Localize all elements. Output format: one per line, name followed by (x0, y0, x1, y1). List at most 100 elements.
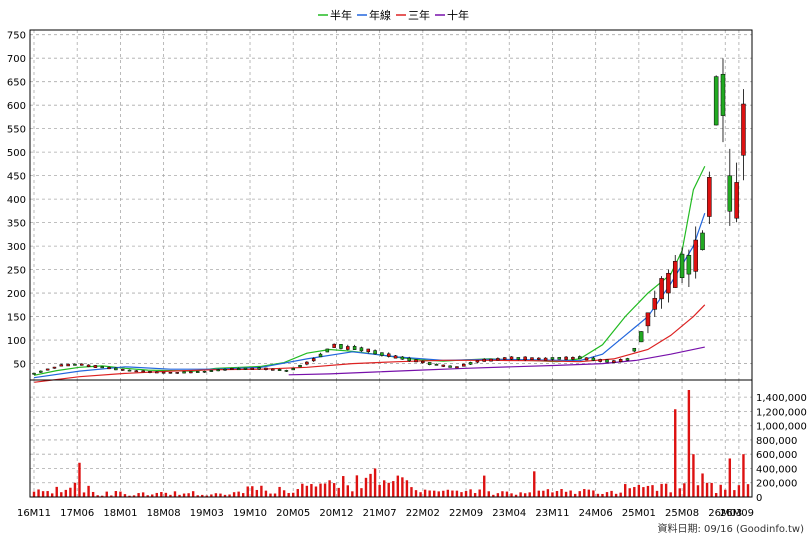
x-tick-label: 20M05 (276, 508, 310, 519)
volume-bar (483, 475, 486, 497)
volume-bar (228, 494, 231, 497)
x-tick-label: 18M08 (147, 508, 181, 519)
volume-bar (401, 477, 404, 497)
volume-bar (255, 489, 259, 497)
volume-bar (592, 490, 595, 497)
volume-bar (292, 492, 295, 497)
volume-bar (646, 485, 650, 497)
candle-body (107, 367, 111, 370)
candle-body (686, 255, 692, 275)
volume-bar (733, 490, 736, 497)
legend-label: 十年 (447, 8, 469, 22)
candle-body (277, 369, 282, 371)
volume-bar (382, 480, 386, 497)
candle-body (509, 356, 514, 360)
volume-bar (478, 489, 481, 497)
volume-bar (460, 492, 463, 497)
volume-bar (523, 493, 527, 497)
x-tick-label: 25M01 (622, 508, 656, 519)
volume-bar (624, 484, 627, 497)
price-tick-label: 400 (7, 195, 26, 206)
volume-bar (32, 491, 36, 497)
volume-bar (410, 487, 413, 497)
candle-body (66, 363, 70, 367)
volume-bar (651, 485, 654, 497)
volume-bar (378, 484, 381, 497)
volume-bar (37, 489, 40, 497)
candle-body (73, 363, 77, 366)
candle-body (468, 362, 473, 365)
volume-bar (728, 458, 732, 497)
volume-bar (264, 490, 268, 497)
candle-body (114, 367, 118, 371)
volume-bar (55, 486, 58, 497)
candle-body (216, 369, 220, 372)
volume-bar (332, 483, 336, 497)
volume-bar (501, 491, 504, 497)
candle-body (734, 182, 739, 219)
candle-body (530, 357, 534, 360)
volume-bar (41, 491, 45, 497)
price-y-axis: 50 100 150 200 250 300 350 400 450 500 550 600 650 70… (7, 31, 26, 371)
volume-bar (719, 484, 722, 497)
volume-bar (241, 493, 245, 497)
volume-bar (619, 492, 622, 497)
candle-body (516, 357, 521, 360)
volume-bar (269, 493, 272, 497)
volume-tick-label: 0 (756, 493, 762, 504)
volume-bar (683, 483, 686, 497)
price-grid (30, 30, 752, 380)
candle-body (543, 357, 548, 361)
candle-body (537, 357, 541, 360)
x-tick-label: 21M07 (363, 508, 397, 519)
candle-body (373, 350, 377, 355)
volume-bar (655, 490, 659, 497)
candle-body (346, 346, 350, 350)
candle-body (632, 347, 637, 352)
volume-bar (232, 492, 236, 497)
volume-bar (219, 493, 222, 497)
volume-bar (664, 483, 668, 497)
candle-body (86, 364, 91, 367)
volume-bar (605, 492, 609, 497)
ma-line-3 (33, 304, 706, 383)
volume-bar (141, 492, 145, 497)
volume-bar (328, 480, 331, 497)
price-tick-label: 100 (7, 336, 26, 347)
volume-bar (69, 487, 72, 497)
candle-body (462, 363, 466, 367)
volume-bar (310, 484, 313, 497)
candle-body (605, 359, 609, 363)
volume-bar (392, 481, 395, 497)
volume-bar (637, 484, 641, 497)
volume-bar (64, 489, 68, 497)
volume-bar (414, 490, 418, 497)
candle-body (400, 356, 405, 360)
price-tick-label: 650 (7, 78, 26, 89)
volume-bar (342, 476, 345, 497)
volume-bar (237, 491, 240, 497)
volume-bar (128, 495, 131, 497)
candle-body (393, 355, 398, 359)
candle-body (291, 368, 295, 371)
candle-body (564, 356, 568, 360)
x-tick-label: 23M11 (535, 508, 569, 519)
volume-bar (714, 493, 718, 497)
volume-bar (123, 494, 127, 497)
candle-body (202, 371, 207, 373)
volume-bar (91, 491, 95, 497)
candle-body (455, 366, 459, 369)
volume-bar (437, 491, 440, 497)
volume-bar (387, 482, 390, 497)
x-tick-label: 26M09 (720, 508, 754, 519)
candle-body (720, 73, 726, 116)
volume-bar (173, 491, 177, 497)
candle-body (120, 368, 125, 371)
candle-body (727, 175, 733, 212)
volume-bar (151, 494, 154, 497)
ma-line-4 (288, 346, 705, 376)
volume-tick-label: 400,000 (756, 464, 797, 475)
volume-bar (273, 493, 277, 497)
volume-bar (223, 494, 227, 497)
candle-body (236, 368, 241, 371)
